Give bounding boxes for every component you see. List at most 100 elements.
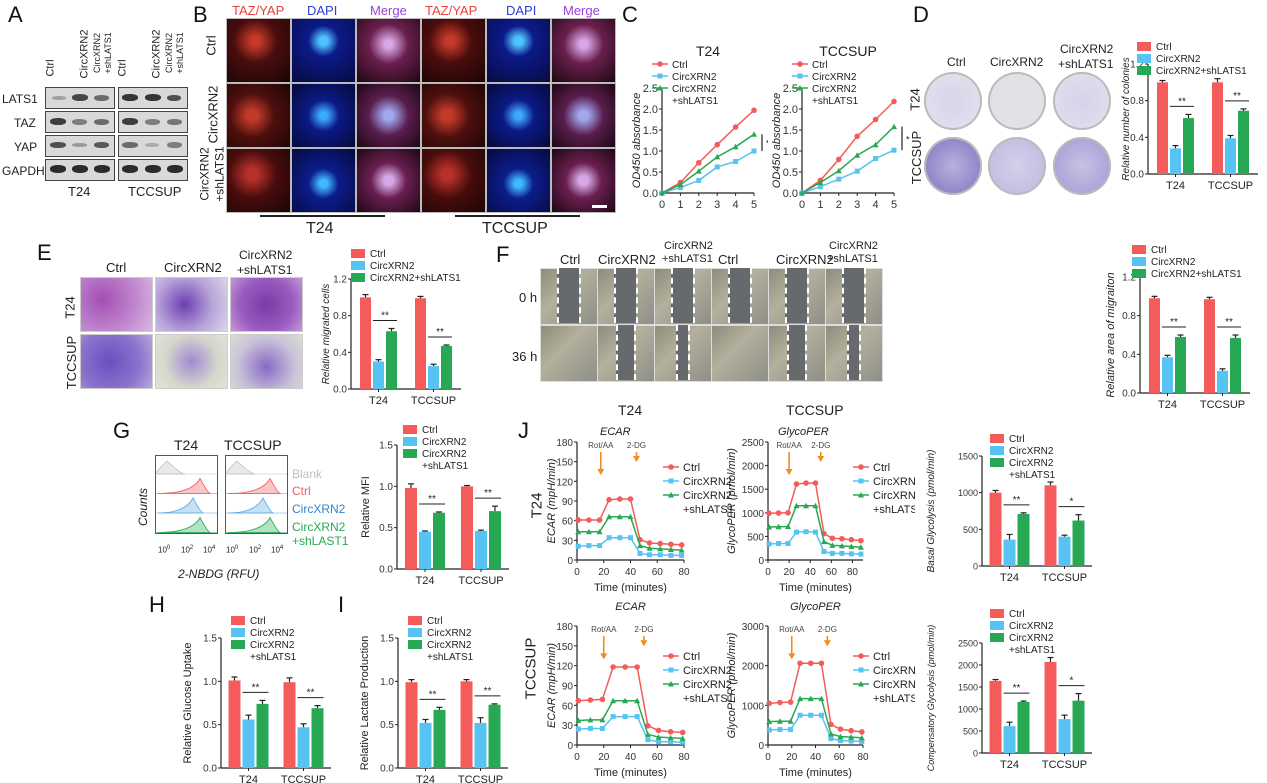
transwell-image [155,334,228,389]
data-point [818,660,825,667]
chart-j-glycoper-t24: 0 500 1000 1500 2000 2500 0 20 40 60 80 Time (minut… [726,438,915,594]
legend-marker [858,681,864,687]
bar [242,719,255,768]
if-image [551,18,616,83]
data-point [839,550,845,556]
legend-swatch [990,458,1004,467]
series-line [578,715,683,744]
injection-arrowhead [597,469,605,476]
y-axis-label: Relative number of colonies [1121,57,1132,180]
x-tick-label: T24 [1166,180,1185,192]
col-label: CircXRN2 [239,248,293,262]
series-line [578,536,682,557]
data-point [732,143,739,150]
legend-label: CircXRN2 [1156,54,1201,65]
data-point [766,700,772,707]
data-point [668,541,674,548]
data-point [797,695,804,702]
data-point [627,513,634,520]
y-tick-label: 1.0 [643,146,658,158]
legend-marker [858,492,864,498]
significance-mark: ** [906,134,910,144]
lane-label: +shLATS1 [102,32,113,74]
cell-line-label-tccsup: TCCSUP [786,402,844,418]
wound-edge-line [636,268,638,323]
x-tick-label: 5 [891,199,897,210]
blot-tccsup-yap [118,135,188,157]
data-point [858,537,864,544]
y-tick-label: 0.4 [333,348,347,359]
data-point [714,153,721,160]
bar [415,298,426,389]
x-axis-label: Time (minutes) [594,767,667,779]
y-tick-label: 1.0 [203,677,217,688]
transwell-image [155,277,228,332]
series-line [769,504,861,549]
data-point [575,726,581,732]
injection-arrowhead [823,640,831,647]
y-tick-label: 0.8 [1130,96,1144,107]
bar [1058,536,1071,566]
y-tick-label: 150 [556,458,573,469]
legend-label: +shLATS [873,693,915,705]
col-label: CircXRN2 [829,240,878,252]
data-point [678,547,685,553]
y-tick-label: 180 [556,622,573,633]
data-point [586,517,592,523]
legend-label: CircXRN2 [1151,257,1196,268]
panel-label-e: E [37,240,52,265]
legend-label: +shLATS1 [812,96,859,107]
series-line [578,666,683,734]
legend-label: CircXRN2 [370,261,415,272]
x-tick-label: 2 [696,199,702,210]
bar [386,331,397,389]
bar [1044,661,1057,753]
data-point [821,549,827,555]
y-tick-label: 500 [747,532,764,543]
hist-tick-label: 100 [226,545,239,555]
data-point [776,718,783,724]
data-point [751,107,757,114]
bar [1072,700,1085,753]
significance-mark: ** [436,327,444,338]
data-point [766,541,772,547]
legend-marker [668,464,674,470]
hist-curve [156,460,186,475]
transwell-image [230,277,303,332]
data-point [616,513,623,520]
y-tick-label: 0 [758,741,764,752]
if-image [291,148,356,213]
x-tick-label: T24 [1000,759,1019,771]
data-point [645,723,651,729]
data-point [655,727,662,734]
legend-swatch [990,446,1004,455]
data-point [733,159,739,164]
data-point [891,123,897,130]
significance-mark: ** [307,688,315,699]
significance-mark: ** [1233,91,1241,102]
data-point [656,739,662,745]
data-point [634,664,640,670]
lane-label: Ctrl [116,59,129,77]
col-label: Ctrl [106,260,127,275]
significance-mark: ** [1013,495,1021,506]
bar [1149,298,1160,393]
series-line [661,109,755,194]
y-tick-label: 1.5 [380,634,394,645]
x-tick-label: 80 [678,752,690,763]
y-axis-label: GlycoPER (pmol/min) [726,632,738,738]
data-point [803,480,809,486]
wound-edge-line [807,268,809,323]
data-point [606,496,612,503]
colony-dish [924,72,982,130]
bar [405,682,418,768]
x-tick-label: 40 [625,752,637,763]
data-point [787,718,794,724]
hist-tick-label: 104 [203,545,216,555]
y-tick-label: 0 [567,556,573,567]
series-line [801,126,895,194]
hist-tick-label: 102 [181,545,194,555]
significance-mark: ** [766,139,768,149]
data-point [797,712,803,718]
series-line [769,662,862,733]
